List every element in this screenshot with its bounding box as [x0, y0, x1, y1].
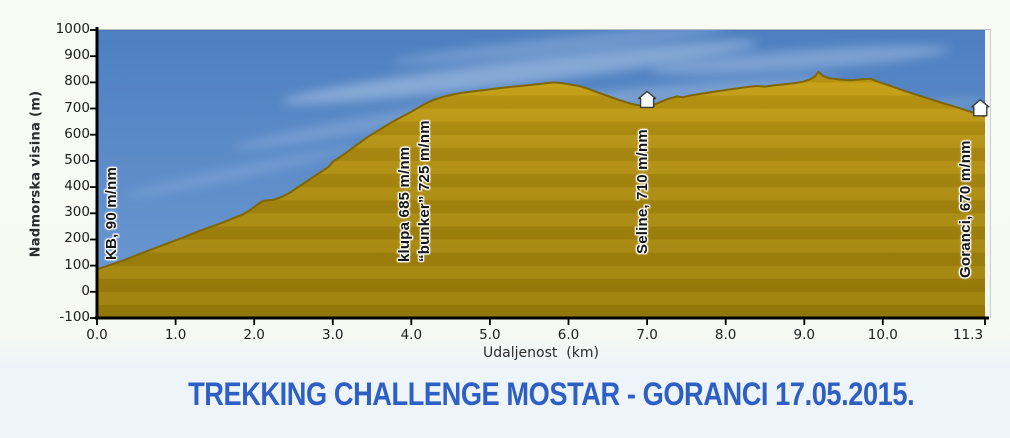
hut-marker-icon [637, 90, 657, 109]
route-annotation-seline: Seline, 710 m/nm [633, 129, 653, 254]
annotation-line: klupa 685 m/nm [396, 146, 414, 262]
x-tick-label: 3.0 [322, 327, 344, 343]
y-tick-label: 400 [64, 178, 90, 195]
route-annotation-goranci: Goranci, 670 m/nm [956, 140, 976, 278]
annotation-line: Goranci, 670 m/nm [957, 140, 975, 278]
y-tick-label: -100 [59, 309, 90, 325]
x-tick-label: 7.0 [636, 327, 658, 343]
y-tick-label: 1000 [55, 21, 90, 37]
x-tick-label: 1.0 [164, 327, 187, 343]
x-axis-title: Udaljenost (km) [483, 345, 599, 361]
y-tick-label: 500 [64, 151, 90, 168]
y-tick-label: 800 [64, 73, 90, 90]
y-tick-label: 600 [64, 125, 90, 142]
annotation-line: “bunker” 725 m/nm [416, 120, 434, 262]
x-tick-label: 8.0 [714, 327, 737, 343]
y-tick-label: 900 [64, 47, 90, 64]
y-tick-label: 100 [64, 256, 90, 273]
title-bar: TREKKING CHALLENGE MOSTAR - GORANCI 17.0… [0, 376, 1010, 413]
x-tick-label: 4.0 [400, 327, 423, 343]
annotation-line: KB, 90 m/nm [102, 166, 120, 260]
y-tick-label: 700 [64, 99, 90, 116]
x-axis [95, 316, 989, 325]
route-annotation-start-kb: KB, 90 m/nm [102, 167, 122, 260]
x-tick-label: 11.3 [952, 327, 984, 343]
x-tick-label: 5.0 [479, 327, 501, 343]
x-tick-label: 10.0 [867, 327, 898, 343]
x-tick-label: 6.0 [557, 327, 580, 343]
y-axis [90, 27, 99, 320]
x-tick-label: 0.0 [86, 327, 108, 343]
y-tick-label: 300 [64, 204, 90, 221]
y-tick-label: 200 [64, 230, 90, 247]
hut-marker-icon [971, 99, 990, 117]
annotation-line: Seline, 710 m/nm [634, 129, 652, 254]
x-tick-label: 2.0 [243, 327, 265, 343]
y-tick-label: 0 [81, 282, 90, 299]
plot-right-gap [985, 30, 990, 318]
page-title: TREKKING CHALLENGE MOSTAR - GORANCI 17.0… [187, 376, 915, 412]
x-tick-label: 9.0 [793, 327, 815, 343]
route-annotation-klupa-bunker: klupa 685 m/nm “bunker” 725 m/nm [395, 120, 435, 262]
